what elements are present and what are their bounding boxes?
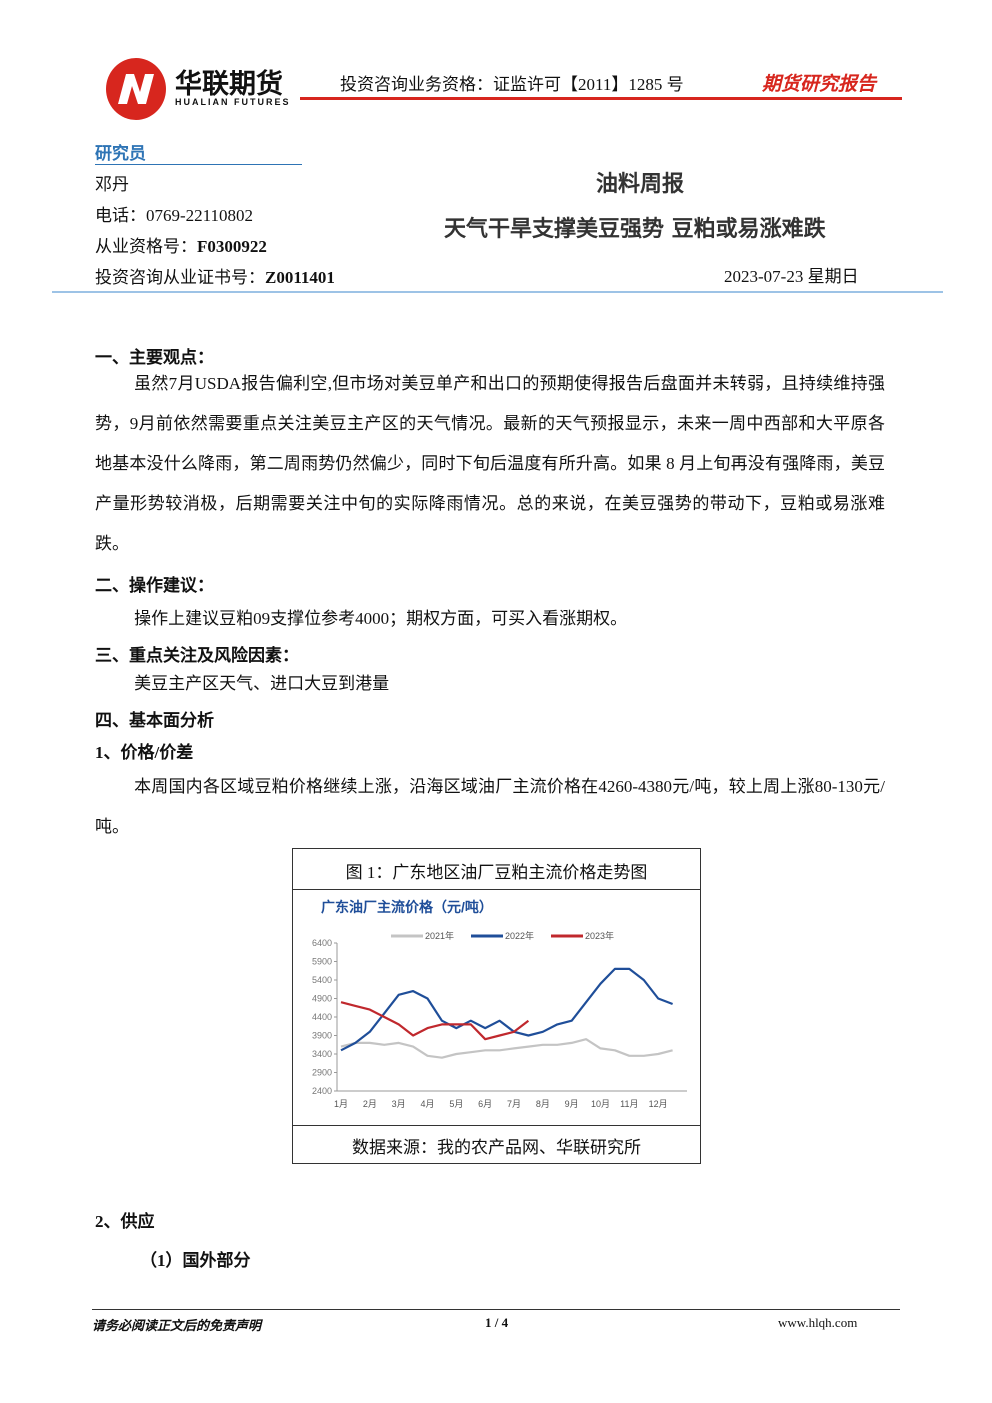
- y-tick-label: 2900: [312, 1068, 332, 1078]
- y-tick-label: 4900: [312, 994, 332, 1004]
- company-name: 华联期货: [175, 69, 283, 100]
- series-line: [340, 1038, 673, 1059]
- chart-title: 广东油厂主流价格（元/吨）: [321, 899, 493, 915]
- figure-rule: [293, 1125, 700, 1126]
- footer-rule: [92, 1309, 900, 1310]
- label: 投资咨询从业证书号：: [95, 268, 265, 287]
- y-tick-label: 5900: [312, 957, 332, 967]
- x-tick-label: 11月: [620, 1099, 638, 1109]
- researcher-heading: 研究员: [95, 144, 146, 163]
- section-heading: 2、供应: [95, 1212, 155, 1231]
- y-tick-label: 2400: [312, 1086, 332, 1096]
- report-title: 天气干旱支撑美豆强势 豆粕或易涨难跌: [444, 217, 826, 242]
- y-tick-label: 6400: [312, 938, 332, 948]
- figure-rule: [293, 889, 700, 890]
- legend-label: 2022年: [505, 930, 534, 941]
- info-rule: [52, 291, 943, 293]
- x-tick-label: 9月: [565, 1099, 579, 1109]
- report-date: 2023-07-23 星期日: [724, 267, 859, 286]
- series-line: [340, 967, 673, 1052]
- x-tick-label: 6月: [478, 1099, 492, 1109]
- researcher-rule: [95, 164, 302, 165]
- figure: 图 1：广东地区油厂豆粕主流价格走势图 广东油厂主流价格（元/吨） 2400 29…: [292, 848, 701, 1164]
- value: F0300922: [197, 237, 267, 256]
- x-tick-label: 2月: [363, 1099, 377, 1109]
- figure-caption: 图 1：广东地区油厂豆粕主流价格走势图: [345, 863, 648, 882]
- report-category: 油料周报: [596, 172, 685, 197]
- header-rule: [300, 97, 902, 100]
- legend-label: 2023年: [585, 930, 614, 941]
- qualification: 从业资格号：F0300922: [95, 232, 267, 257]
- license: 投资咨询业务资格：证监许可【2011】1285 号: [340, 75, 684, 94]
- legend-label: 2021年: [425, 930, 454, 941]
- report-type: 期货研究报告: [762, 74, 877, 95]
- page-number: 1 / 4: [485, 1315, 509, 1330]
- x-tick-label: 4月: [420, 1099, 434, 1109]
- x-tick-label: 10月: [591, 1099, 610, 1109]
- series-line: [340, 1001, 530, 1041]
- figure-source: 数据来源：我的农产品网、华联研究所: [352, 1138, 641, 1157]
- section-heading: 四、基本面分析: [95, 711, 214, 730]
- x-tick-label: 1月: [334, 1099, 348, 1109]
- certificate: 投资咨询从业证书号：Z0011401: [95, 263, 335, 288]
- paragraph: 操作上建议豆粕09支撑位参考4000；期权方面，可买入看涨期权。: [134, 609, 628, 628]
- x-tick-label: 8月: [536, 1099, 550, 1109]
- paragraph: 本周国内各区域豆粕价格继续上涨，沿海区域油厂主流价格在4260-4380元/吨，…: [95, 777, 885, 836]
- disclaimer: 请务必阅读正文后的免责声明: [92, 1318, 262, 1333]
- researcher-phone: 电话：0769-22110802: [95, 206, 254, 225]
- x-tick-label: 3月: [392, 1099, 406, 1109]
- x-tick-label: 7月: [507, 1099, 521, 1109]
- y-tick-label: 5400: [312, 975, 332, 985]
- section-heading: （1）国外部分: [140, 1251, 251, 1270]
- logo: [106, 58, 166, 120]
- paragraph: 美豆主产区天气、进口大豆到港量: [134, 674, 390, 693]
- website: www.hlqh.com: [778, 1315, 858, 1330]
- section-heading: 三、重点关注及风险因素：: [95, 646, 299, 665]
- chart: 广东油厂主流价格（元/吨） 2400 2900 3400 3900 4400 4900 54…: [312, 899, 687, 1109]
- researcher-name: 邓丹: [95, 175, 129, 194]
- company-en: HUALIAN FUTURES: [175, 97, 291, 107]
- y-tick-label: 4400: [312, 1012, 332, 1022]
- y-tick-label: 3400: [312, 1049, 332, 1059]
- y-tick-label: 3900: [312, 1031, 332, 1041]
- label: 从业资格号：: [95, 237, 197, 256]
- paragraph: 虽然7月USDA报告偏利空,但市场对美豆单产和出口的预期使得报告后盘面并未转弱，…: [95, 374, 885, 553]
- section-heading: 一、主要观点：: [95, 348, 214, 367]
- x-tick-label: 5月: [449, 1099, 463, 1109]
- section-heading: 1、价格/价差: [95, 743, 194, 762]
- value: Z0011401: [265, 268, 335, 287]
- section-heading: 二、操作建议：: [95, 576, 214, 595]
- x-tick-label: 12月: [649, 1099, 668, 1109]
